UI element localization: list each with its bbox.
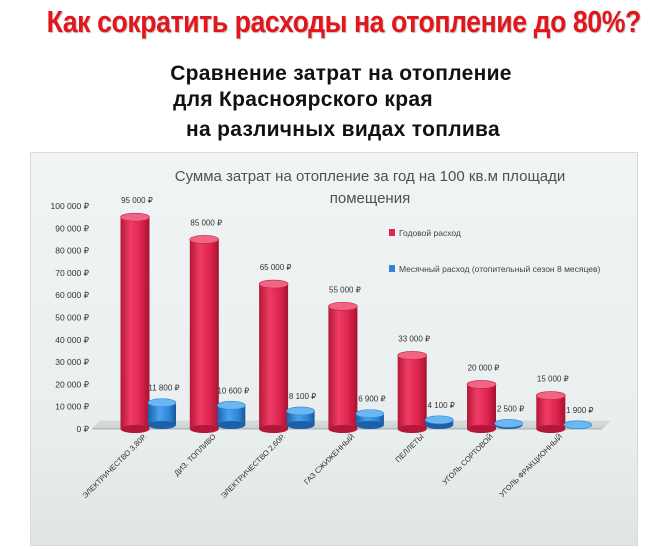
bar-annual — [120, 217, 150, 429]
x-axis-labels: ЭЛЕКТРИЧЕСТВО 3,80Р. ДИЗ. ТОПЛИВО ЭЛЕКТРИЧ… — [80, 432, 564, 500]
y-tick-label: 50 000 ₽ — [55, 313, 89, 323]
data-label-annual: 15 000 ₽ — [537, 375, 569, 384]
bar-annual-top — [258, 279, 289, 289]
y-tick-label: 80 000 ₽ — [55, 246, 89, 256]
data-label-annual: 95 000 ₽ — [121, 196, 153, 205]
bar-annual-top — [120, 212, 150, 222]
bar-monthly-top — [563, 420, 593, 430]
bar-annual-base — [397, 425, 427, 433]
subtitle-line-1: Сравнение затрат на отопление — [170, 62, 512, 85]
y-tick-label: 70 000 ₽ — [55, 268, 89, 278]
data-label-monthly: 4 100 ₽ — [428, 401, 455, 410]
bar-monthly-base — [217, 421, 246, 429]
data-label-monthly: 10 600 ₽ — [217, 386, 249, 395]
data-label-monthly: 11 800 ₽ — [148, 384, 179, 393]
bar-annual-top — [328, 302, 358, 311]
legend: Годовой расход Месячный расход (отопител… — [389, 228, 601, 274]
chart-title-line-2: помещения — [330, 190, 410, 207]
data-label-annual: 20 000 ₽ — [468, 363, 500, 372]
y-axis: 0 ₽ 10 000 ₽ 20 000 ₽ 30 000 ₽ 40 000 ₽ 50 00… — [51, 201, 90, 434]
x-tick-label: ГАЗ СЖИЖЕННЫЙ — [302, 432, 356, 486]
y-tick-label: 100 000 ₽ — [51, 201, 90, 211]
legend-swatch-monthly — [389, 265, 395, 272]
bar-annual-base — [536, 425, 566, 433]
chart-title-line-1: Сумма затрат на отопление за год на 100 … — [175, 168, 566, 185]
bar-annual-base — [467, 425, 496, 433]
legend-label-monthly: Месячный расход (отопительный сезон 8 ме… — [399, 264, 601, 274]
bar-monthly-base — [148, 421, 176, 429]
y-tick-label: 10 000 ₽ — [55, 402, 89, 412]
bar-annual-top — [535, 391, 566, 400]
y-tick-label: 40 000 ₽ — [55, 335, 89, 345]
y-tick-label: 30 000 ₽ — [55, 357, 89, 367]
subtitle-line-3: на различных видах топлива — [186, 118, 500, 141]
y-tick-label: 0 ₽ — [77, 424, 90, 434]
bar-monthly-top — [217, 401, 246, 410]
bar-annual-base — [120, 425, 150, 433]
bar-monthly-top — [355, 409, 385, 418]
bar-annual-base — [328, 425, 358, 433]
bar-monthly — [148, 402, 176, 425]
data-label-annual: 55 000 ₽ — [329, 285, 361, 294]
y-tick-label: 20 000 ₽ — [55, 379, 89, 389]
bar-annual — [189, 239, 219, 429]
bar-monthly-base — [286, 421, 315, 429]
y-tick-label: 60 000 ₽ — [55, 290, 89, 300]
legend-swatch-annual — [389, 229, 395, 236]
bar-annual-top — [189, 235, 220, 244]
bar-annual-top — [397, 351, 428, 360]
bar-monthly-base — [355, 421, 384, 429]
data-label-monthly: 8 100 ₽ — [289, 392, 316, 401]
bar-annual — [328, 306, 358, 429]
data-label-annual: 65 000 ₽ — [260, 263, 292, 272]
bars: 95 000 ₽ 11 800 ₽ 85 000 ₽ 10 600 ₽ 65 000 ₽… — [120, 196, 593, 433]
data-label-monthly: 2 500 ₽ — [497, 404, 524, 413]
bar-annual-base — [189, 425, 219, 433]
data-label-annual: 33 000 ₽ — [398, 334, 430, 343]
x-tick-label: ПЕЛЛЕТЫ — [393, 432, 425, 464]
data-label-annual: 85 000 ₽ — [190, 218, 222, 227]
data-label-monthly: 1 900 ₽ — [566, 406, 593, 415]
x-tick-label: ЭЛЕКТРИЧЕСТВО 3,80Р. — [80, 432, 148, 500]
bar-annual — [467, 384, 496, 429]
legend-label-annual: Годовой расход — [399, 228, 461, 238]
x-tick-label: ДИЗ. ТОПЛИВО — [172, 432, 218, 478]
subtitle-line-2: для Красноярского края — [173, 88, 433, 111]
bar-monthly-top — [147, 398, 177, 407]
x-tick-label: ЭЛЕКТРИЧЕСТВО 2,60Р. — [219, 432, 287, 500]
data-label-monthly: 6 900 ₽ — [358, 395, 385, 404]
bar-monthly-top — [286, 406, 315, 416]
y-tick-label: 90 000 ₽ — [55, 223, 89, 233]
bar-annual — [536, 395, 566, 429]
bar-monthly-top — [424, 415, 454, 425]
bar-monthly — [217, 405, 246, 425]
bar-annual — [397, 355, 427, 429]
bar-annual-base — [259, 425, 289, 433]
bar-annual — [259, 284, 289, 429]
x-tick-label: УГОЛЬ СОРТОВОЙ — [441, 432, 495, 486]
x-tick-label: УГОЛЬ ФРАКЦИОННЫЙ — [498, 432, 565, 499]
bar-monthly-top — [494, 419, 523, 428]
headline: Как сократить расходы на отопление до 80… — [46, 4, 642, 39]
bar-monthly — [355, 413, 384, 425]
bar-annual-top — [466, 380, 497, 389]
